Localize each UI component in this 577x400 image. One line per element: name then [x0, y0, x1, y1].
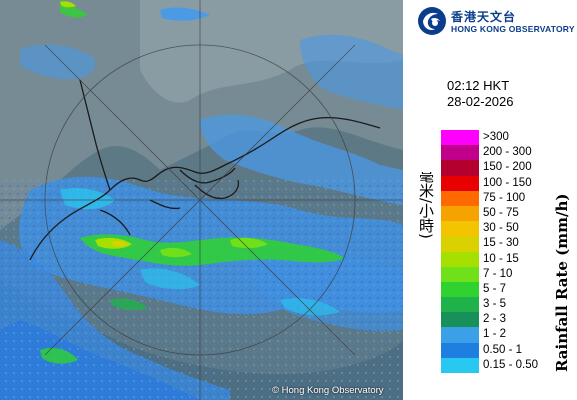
timestamp-date: 28-02-2026 [447, 94, 514, 109]
legend-swatch [441, 160, 479, 176]
hko-name-en: HONG KONG OBSERVATORY [451, 24, 575, 34]
legend-title-zh: 降雨率(毫米/小時) [417, 172, 435, 239]
legend-item: 50 - 75 [441, 205, 576, 222]
legend-label: 75 - 100 [483, 191, 526, 204]
legend-swatch [441, 205, 479, 222]
radar-image [0, 0, 403, 400]
rainfall-legend: >300 200 - 300 150 - 200 100 - 150 75 - 100 5… [441, 130, 576, 373]
legend-label: 100 - 150 [483, 176, 532, 189]
range-rings [0, 0, 403, 400]
legend-item: 150 - 200 [441, 160, 576, 176]
legend-item: 200 - 300 [441, 145, 576, 161]
legend-label: 0.50 - 1 [483, 343, 522, 356]
legend-swatch [441, 221, 479, 237]
hko-logo: 香港天文台 HONG KONG OBSERVATORY [417, 6, 577, 38]
legend-item: 75 - 100 [441, 190, 576, 206]
legend-item: 2 - 3 [441, 312, 576, 328]
legend-label: 10 - 15 [483, 252, 519, 265]
legend-label: 2 - 3 [483, 313, 507, 326]
copyright-notice: © Hong Kong Observatory [272, 385, 384, 396]
legend-item: 0.50 - 1 [441, 342, 576, 358]
legend-item: 7 - 10 [441, 266, 576, 282]
hko-emblem-icon [418, 7, 446, 35]
svg-text:降雨率(毫米/小時): 降雨率(毫米/小時) [417, 172, 435, 239]
legend-swatch [441, 236, 479, 252]
legend-swatch [441, 145, 479, 161]
radar-map[interactable]: © Hong Kong Observatory [0, 0, 403, 400]
legend-item: 5 - 7 [441, 281, 576, 298]
legend-label: 150 - 200 [483, 161, 532, 174]
legend-swatch [441, 342, 479, 358]
legend-swatch [441, 327, 479, 343]
legend-label: >300 [483, 131, 509, 143]
legend-swatch [441, 175, 479, 191]
legend-item: 10 - 15 [441, 251, 576, 267]
legend-label: 200 - 300 [483, 146, 532, 159]
legend-swatch [441, 266, 479, 282]
legend-label: 50 - 75 [483, 206, 519, 219]
svg-text:Rainfall Rate (mm/h): Rainfall Rate (mm/h) [553, 194, 571, 372]
legend-item: 3 - 5 [441, 297, 576, 313]
info-panel: 香港天文台 HONG KONG OBSERVATORY 02:12 HKT 28… [403, 0, 577, 400]
legend-swatch [441, 281, 479, 298]
legend-label: 30 - 50 [483, 222, 519, 235]
legend-swatch [441, 190, 479, 206]
legend-label: 1 - 2 [483, 328, 507, 341]
hko-name-zh: 香港天文台 [451, 10, 517, 24]
legend-item: 1 - 2 [441, 327, 576, 343]
legend-label: 0.15 - 0.50 [483, 358, 538, 371]
legend-item: 100 - 150 [441, 175, 576, 191]
legend-label: 5 - 7 [483, 282, 507, 295]
timestamp-time: 02:12 HKT [447, 78, 510, 93]
legend-swatch [441, 357, 479, 373]
legend-item: 0.15 - 0.50 [441, 357, 576, 373]
legend-swatch [441, 297, 479, 313]
legend-label: 7 - 10 [483, 267, 513, 280]
legend-item: >300 [441, 130, 576, 146]
legend-title-en: Rainfall Rate (mm/h) [553, 194, 571, 372]
legend-swatch [441, 130, 479, 146]
legend-swatch [441, 312, 479, 328]
legend-label: 15 - 30 [483, 237, 519, 250]
legend-label: 3 - 5 [483, 298, 507, 311]
legend-item: 15 - 30 [441, 236, 576, 252]
legend-item: 30 - 50 [441, 221, 576, 237]
rain-echo-layer [0, 0, 403, 400]
legend-swatch [441, 251, 479, 267]
coastline [29, 79, 381, 261]
